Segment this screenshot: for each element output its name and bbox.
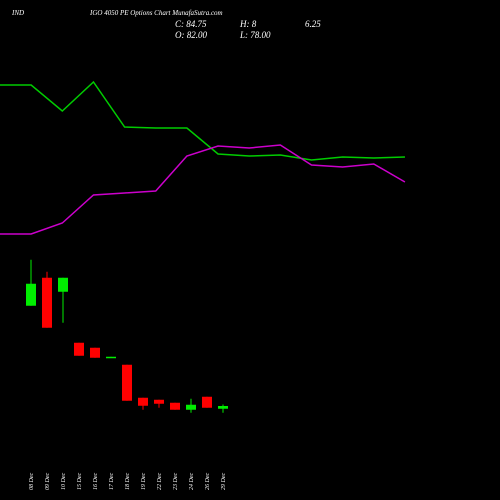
candle-body — [218, 406, 228, 409]
chart-subtitle: IGO 4050 PE Options Chart MunafaSutra.co… — [89, 9, 223, 17]
x-tick-label: 16 Dec — [93, 473, 99, 490]
x-tick-label: 17 Dec — [109, 473, 115, 490]
candle-body — [154, 399, 164, 404]
indicator-line — [0, 80, 405, 161]
candle-body — [106, 356, 116, 359]
candle-body — [202, 396, 212, 408]
x-tick-label: 08 Dec — [29, 473, 35, 490]
x-tick-label: 19 Dec — [141, 473, 147, 490]
candle-body — [122, 364, 132, 401]
candle-body — [26, 283, 36, 306]
high-label-part: 6.25 — [305, 19, 321, 29]
open-label: O: 82.00 — [175, 30, 207, 40]
close-label: C: 84.75 — [175, 19, 207, 29]
indicator-line — [0, 144, 406, 235]
x-tick-label: 10 Dec — [61, 473, 67, 490]
candle-body — [42, 277, 52, 328]
candle-body — [90, 347, 100, 358]
candle-body — [74, 342, 84, 356]
candle-body — [186, 404, 196, 410]
x-tick-label: 29 Dec — [221, 473, 227, 490]
x-tick-label: 24 Dec — [188, 473, 195, 490]
candle-body — [138, 397, 148, 406]
x-tick-label: 26 Dec — [205, 473, 211, 490]
x-tick-label: 18 Dec — [125, 473, 131, 490]
chart-title: IND — [11, 9, 24, 17]
candle-body — [58, 277, 68, 292]
low-label: L: 78.00 — [239, 30, 271, 40]
x-tick-label: 09 Dec — [45, 473, 51, 490]
high-label: H: 8 — [239, 19, 257, 29]
x-tick-label: 22 Dec — [157, 473, 163, 490]
x-tick-label: 23 Dec — [173, 473, 179, 490]
x-tick-label: 15 Dec — [77, 473, 83, 490]
candle-body — [170, 402, 180, 410]
